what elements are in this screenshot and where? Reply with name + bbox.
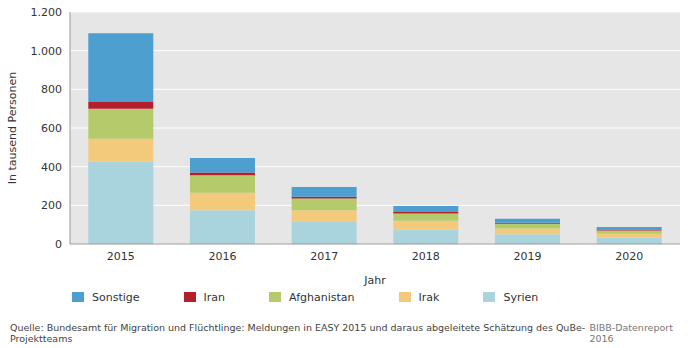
html-text:Irak: Irak xyxy=(418,290,440,304)
html-text:Afghanistan: Afghanistan xyxy=(289,290,355,304)
svg-text:2016: 2016 xyxy=(209,250,237,263)
svg-text:2017: 2017 xyxy=(310,250,338,263)
svg-text:800: 800 xyxy=(41,83,62,96)
svg-text:2018: 2018 xyxy=(412,250,440,263)
svg-text:2020: 2020 xyxy=(615,250,643,263)
html-text:BIBB-Datenreport 2016: BIBB-Datenreport 2016 xyxy=(589,322,673,344)
html-text:Iran: Iran xyxy=(203,290,225,304)
svg-text:200: 200 xyxy=(41,199,62,212)
svg-text:2019: 2019 xyxy=(514,250,542,263)
svg-text:600: 600 xyxy=(41,122,62,135)
svg-text:Jahr: Jahr xyxy=(363,274,386,286)
svg-text:1.000: 1.000 xyxy=(31,45,63,58)
svg-text:In tausend Personen: In tausend Personen xyxy=(8,72,19,184)
html-text:Syrien: Syrien xyxy=(503,290,539,304)
html-text:Quelle: Bundesamt für Migratio: Quelle: Bundesamt für Migration und Flüc… xyxy=(10,322,586,344)
svg-text:2015: 2015 xyxy=(107,250,135,263)
html-text:Sonstige: Sonstige xyxy=(92,290,140,304)
svg-text:0: 0 xyxy=(55,238,62,251)
svg-text:400: 400 xyxy=(41,161,62,174)
svg-text:1.200: 1.200 xyxy=(31,6,63,19)
